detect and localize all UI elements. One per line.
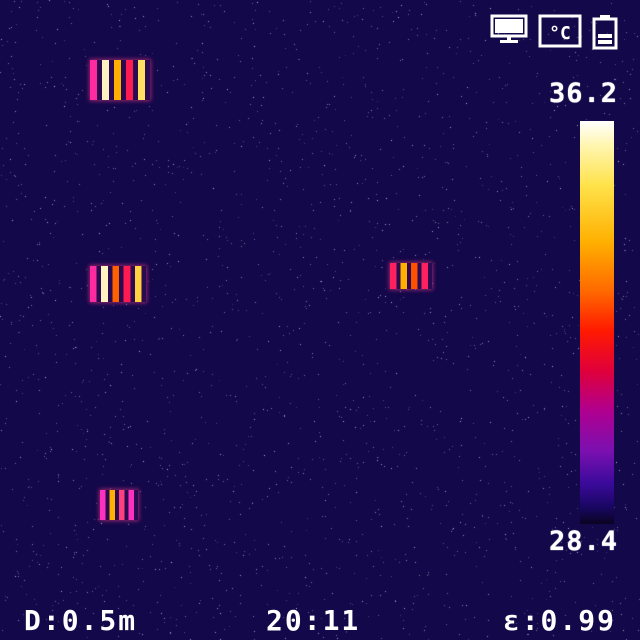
time-readout: 20:11 — [266, 604, 361, 637]
hot-spot-2 — [90, 266, 146, 302]
hot-spot-4 — [100, 490, 138, 520]
distance-readout: D:0.5m — [24, 604, 138, 637]
battery-icon — [592, 14, 618, 54]
hot-spot-1 — [90, 60, 150, 100]
hot-spot-3 — [390, 263, 432, 289]
temperature-color-scale — [580, 121, 614, 524]
celsius-unit-icon[interactable]: °C — [538, 14, 582, 52]
emissivity-readout: ε:0.99 — [502, 604, 616, 637]
monitor-icon[interactable] — [490, 14, 528, 48]
max-temperature-label: 36.2 — [548, 78, 618, 109]
unit-label: °C — [549, 23, 571, 44]
min-temperature-label: 28.4 — [548, 526, 618, 557]
